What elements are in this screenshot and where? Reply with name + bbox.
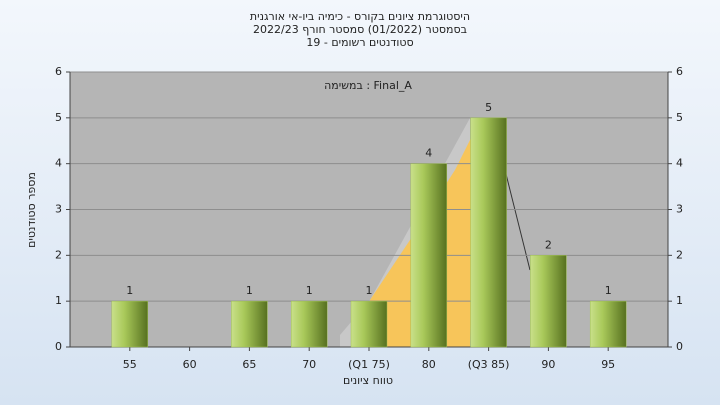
y-tick-label: 2 <box>55 248 62 261</box>
y-tick-label: 3 <box>55 203 62 216</box>
y-tick-label: 0 <box>55 340 62 353</box>
y2-tick-label: 6 <box>676 65 683 78</box>
bar <box>530 255 567 348</box>
x-tick-label: 65 <box>242 358 256 371</box>
y2-tick-label: 0 <box>676 340 683 353</box>
x-tick-label: (Q1 75) <box>348 358 390 371</box>
y2-tick-label: 3 <box>676 203 683 216</box>
shade-line <box>504 169 531 271</box>
bar <box>589 300 627 348</box>
y2-tick-label: 4 <box>676 157 683 170</box>
y-tick-label: 6 <box>55 65 62 78</box>
chart-subtitle: בסמסטר (01/2022) סמסטר חורף 2022/23 <box>253 23 467 36</box>
x-axis-label: טווח ציונים <box>343 374 393 387</box>
data-label: 4 <box>425 147 432 160</box>
y-tick-label: 5 <box>55 111 62 124</box>
bar <box>410 163 448 348</box>
bar <box>231 300 268 348</box>
data-label: 1 <box>366 284 373 297</box>
x-tick-label: 60 <box>183 358 197 371</box>
y2-tick-label: 1 <box>676 294 683 307</box>
x-tick-label: 90 <box>541 358 555 371</box>
y2-tick-label: 2 <box>676 248 683 261</box>
x-tick-label: 70 <box>302 358 316 371</box>
data-label: 2 <box>545 238 552 251</box>
x-tick-label: 95 <box>601 358 615 371</box>
annotation: במשימה : Final_A <box>324 79 412 92</box>
bar <box>290 300 328 348</box>
data-label: 1 <box>246 284 253 297</box>
x-tick-label: 55 <box>123 358 137 371</box>
data-label: 1 <box>126 284 133 297</box>
x-tick-label: 80 <box>422 358 436 371</box>
data-label: 5 <box>485 101 492 114</box>
chart-subtitle: סטודנטים רשומים - 19 <box>306 36 413 49</box>
chart-title: היסטוגרמת ציונים בקורס - כימיה ביו-אי או… <box>250 10 470 23</box>
y2-tick-label: 5 <box>676 111 683 124</box>
bar <box>111 300 149 348</box>
y-tick-label: 4 <box>55 157 62 170</box>
y-axis-label: מספר סטודנטים <box>25 172 38 248</box>
x-tick-label: (Q3 85) <box>468 358 510 371</box>
data-label: 1 <box>306 284 313 297</box>
bar <box>350 300 388 348</box>
data-label: 1 <box>605 284 612 297</box>
bar <box>470 117 507 348</box>
y-tick-label: 1 <box>55 294 62 307</box>
